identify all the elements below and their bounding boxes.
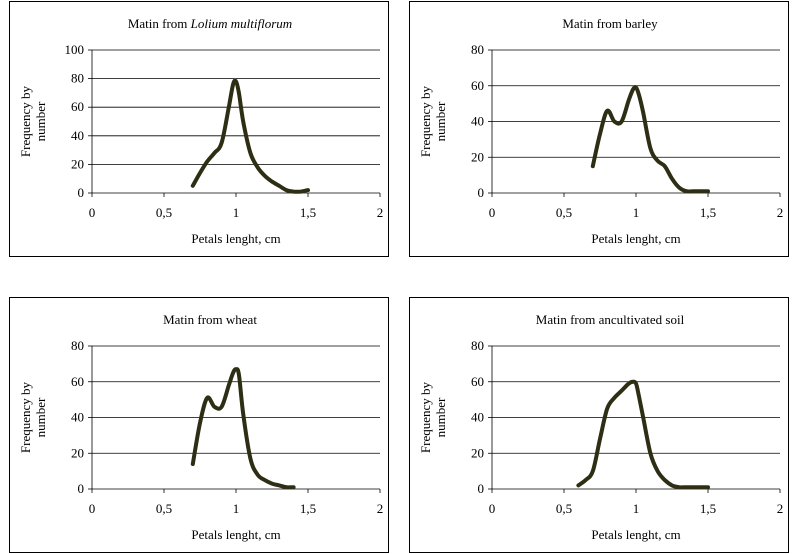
x-tick-label: 0 — [489, 205, 496, 220]
y-tick-label: 0 — [78, 185, 85, 200]
x-tick-label: 0 — [89, 501, 96, 516]
y-tick-label: 60 — [71, 374, 84, 389]
y-tick-label: 40 — [471, 410, 484, 425]
chart-panel-lolium: Matin from Lolium multiflorum 0 20 40 60 80 10… — [9, 1, 389, 257]
y-tick-label: 20 — [471, 445, 484, 460]
y-axis-label: Frequency bynumber — [18, 85, 48, 157]
chart-svg: Matin from ancultivated soil 0 20 40 60 80 0 0,… — [418, 312, 784, 542]
y-tick-label: 80 — [471, 42, 484, 57]
x-tick-label: 0 — [89, 205, 96, 220]
y-tick-label: 0 — [478, 481, 485, 496]
chart-title: Matin from barley — [562, 16, 658, 31]
chart-title: Matin from wheat — [163, 312, 257, 327]
x-tick-label: 0 — [489, 501, 496, 516]
y-tick-label: 100 — [65, 42, 85, 57]
x-tick-label: 0,5 — [156, 501, 172, 516]
y-axis-label: Frequency bynumber — [18, 381, 48, 453]
x-axis-label: Petals lenght, cm — [191, 527, 280, 542]
x-axis-label: Petals lenght, cm — [191, 231, 280, 246]
x-tick-label: 1 — [633, 205, 640, 220]
x-axis-label: Petals lenght, cm — [591, 527, 680, 542]
x-tick-label: 1 — [233, 501, 240, 516]
y-axis-label: Frequency bynumber — [418, 381, 448, 453]
chart-title: Matin from Lolium multiflorum — [128, 16, 292, 31]
x-tick-label: 1,5 — [300, 205, 316, 220]
y-tick-label: 80 — [471, 338, 484, 353]
y-tick-label: 40 — [471, 114, 484, 129]
y-tick-label: 60 — [471, 78, 484, 93]
x-tick-label: 1,5 — [700, 501, 716, 516]
y-tick-label: 80 — [71, 71, 84, 86]
y-tick-label: 20 — [471, 149, 484, 164]
chart-panel-wheat: Matin from wheat 0 20 40 60 80 0 0,5 1 1,5 2 Petals… — [9, 297, 389, 553]
y-tick-label: 0 — [78, 481, 85, 496]
x-tick-label: 2 — [377, 205, 384, 220]
series-line — [190, 78, 310, 194]
series-line — [576, 379, 710, 490]
y-tick-label: 40 — [71, 128, 84, 143]
x-tick-label: 2 — [377, 501, 384, 516]
y-tick-label: 20 — [71, 445, 84, 460]
series-line — [590, 85, 710, 194]
x-tick-label: 1 — [633, 501, 640, 516]
x-tick-label: 2 — [777, 205, 784, 220]
x-tick-label: 1 — [233, 205, 240, 220]
x-tick-label: 0,5 — [556, 501, 572, 516]
x-tick-label: 0,5 — [556, 205, 572, 220]
y-tick-label: 0 — [478, 185, 485, 200]
x-tick-label: 1,5 — [300, 501, 316, 516]
chart-panel-barley: Matin from barley 0 20 40 60 80 0 0,5 1 1,5 2 Petal… — [409, 1, 789, 257]
chart-svg: Matin from Lolium multiflorum02040608010… — [18, 16, 384, 246]
chart-panel-soil: Matin from ancultivated soil 0 20 40 60 80 0 0,… — [409, 297, 789, 553]
y-tick-label: 80 — [71, 338, 84, 353]
x-tick-label: 2 — [777, 501, 784, 516]
y-tick-label: 40 — [71, 410, 84, 425]
chart-title: Matin from ancultivated soil — [536, 312, 685, 327]
x-tick-label: 1,5 — [700, 205, 716, 220]
x-axis-label: Petals lenght, cm — [591, 231, 680, 246]
y-axis-label: Frequency bynumber — [418, 85, 448, 157]
chart-svg: Matin from wheat 0 20 40 60 80 0 0,5 1 1,5 2 Petals… — [18, 312, 384, 542]
chart-svg: Matin from barley 0 20 40 60 80 0 0,5 1 1,5 2 Petal… — [418, 16, 784, 246]
y-tick-label: 60 — [471, 374, 484, 389]
y-tick-label: 20 — [71, 156, 84, 171]
x-tick-label: 0,5 — [156, 205, 172, 220]
y-tick-label: 60 — [71, 99, 84, 114]
series-line — [190, 367, 296, 490]
